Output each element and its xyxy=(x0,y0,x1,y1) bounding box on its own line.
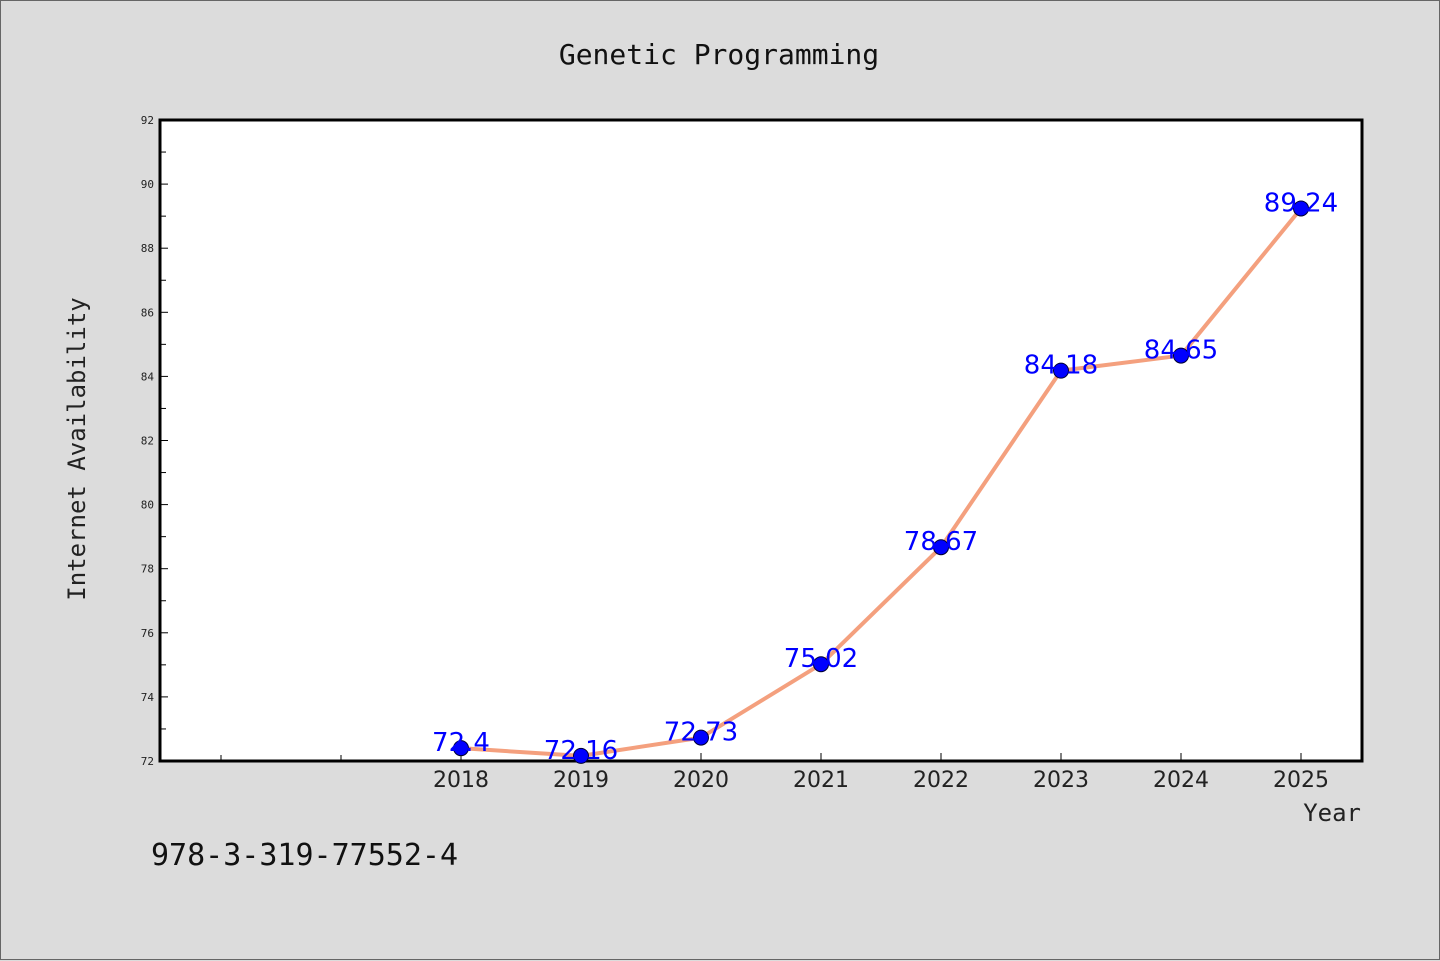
x-tick-label: 2023 xyxy=(1033,768,1089,793)
data-label: 72.4 xyxy=(432,728,490,758)
chart-title: Genetic Programming xyxy=(559,38,879,71)
y-tick-label: 90 xyxy=(141,178,154,191)
data-point xyxy=(1053,362,1069,379)
y-tick-label: 92 xyxy=(141,114,154,127)
series-line-path xyxy=(459,206,1303,758)
y-tick-label: 74 xyxy=(141,691,155,704)
footnote-isbn: 978-3-319-77552-4 xyxy=(151,838,458,873)
y-axis: 72 74 76 78 80 82 84 86 88 90 92 xyxy=(141,114,168,768)
data-label: 84.18 xyxy=(1024,351,1098,381)
data-point xyxy=(453,740,469,757)
y-axis-label: Internet Availability xyxy=(63,297,91,600)
x-tick-label: 2022 xyxy=(913,768,969,793)
x-tick-label: 2018 xyxy=(433,768,489,793)
data-label: 72.73 xyxy=(664,718,738,748)
y-tick-label: 76 xyxy=(141,627,154,640)
y-tick-label: 88 xyxy=(141,242,154,255)
y-tick-label: 86 xyxy=(141,306,154,319)
series-line xyxy=(459,206,1303,758)
x-tick-label: 2021 xyxy=(793,768,849,793)
data-point xyxy=(933,539,949,556)
x-tick-label: 2019 xyxy=(553,768,609,793)
data-point xyxy=(813,656,829,673)
data-point xyxy=(1173,347,1189,364)
data-point xyxy=(1293,200,1309,217)
data-point xyxy=(693,729,709,746)
data-label: 89.24 xyxy=(1264,188,1338,218)
data-label: 75.02 xyxy=(784,644,858,674)
x-axis: 2018 2019 2020 2021 2022 2023 2024 2025 xyxy=(220,753,1329,793)
data-label: 72.16 xyxy=(544,736,618,766)
y-tick-label: 80 xyxy=(141,499,154,512)
y-tick-label: 84 xyxy=(141,370,155,383)
x-tick-label: 2020 xyxy=(673,768,729,793)
data-point xyxy=(573,747,589,764)
series-markers xyxy=(453,200,1309,764)
data-label: 84.65 xyxy=(1144,336,1218,366)
x-tick-label: 2024 xyxy=(1153,768,1209,793)
plot-area xyxy=(158,118,1364,763)
data-label: 78.67 xyxy=(904,527,978,557)
x-axis-label: Year xyxy=(1303,799,1361,827)
y-tick-label: 78 xyxy=(141,563,154,576)
y-tick-label: 82 xyxy=(141,435,154,448)
y-tick-label: 72 xyxy=(141,755,154,768)
x-tick-label: 2025 xyxy=(1273,768,1329,793)
data-labels: 72.4 72.16 72.73 75.02 78.67 84.18 84.65 89.24 xyxy=(432,188,1338,765)
